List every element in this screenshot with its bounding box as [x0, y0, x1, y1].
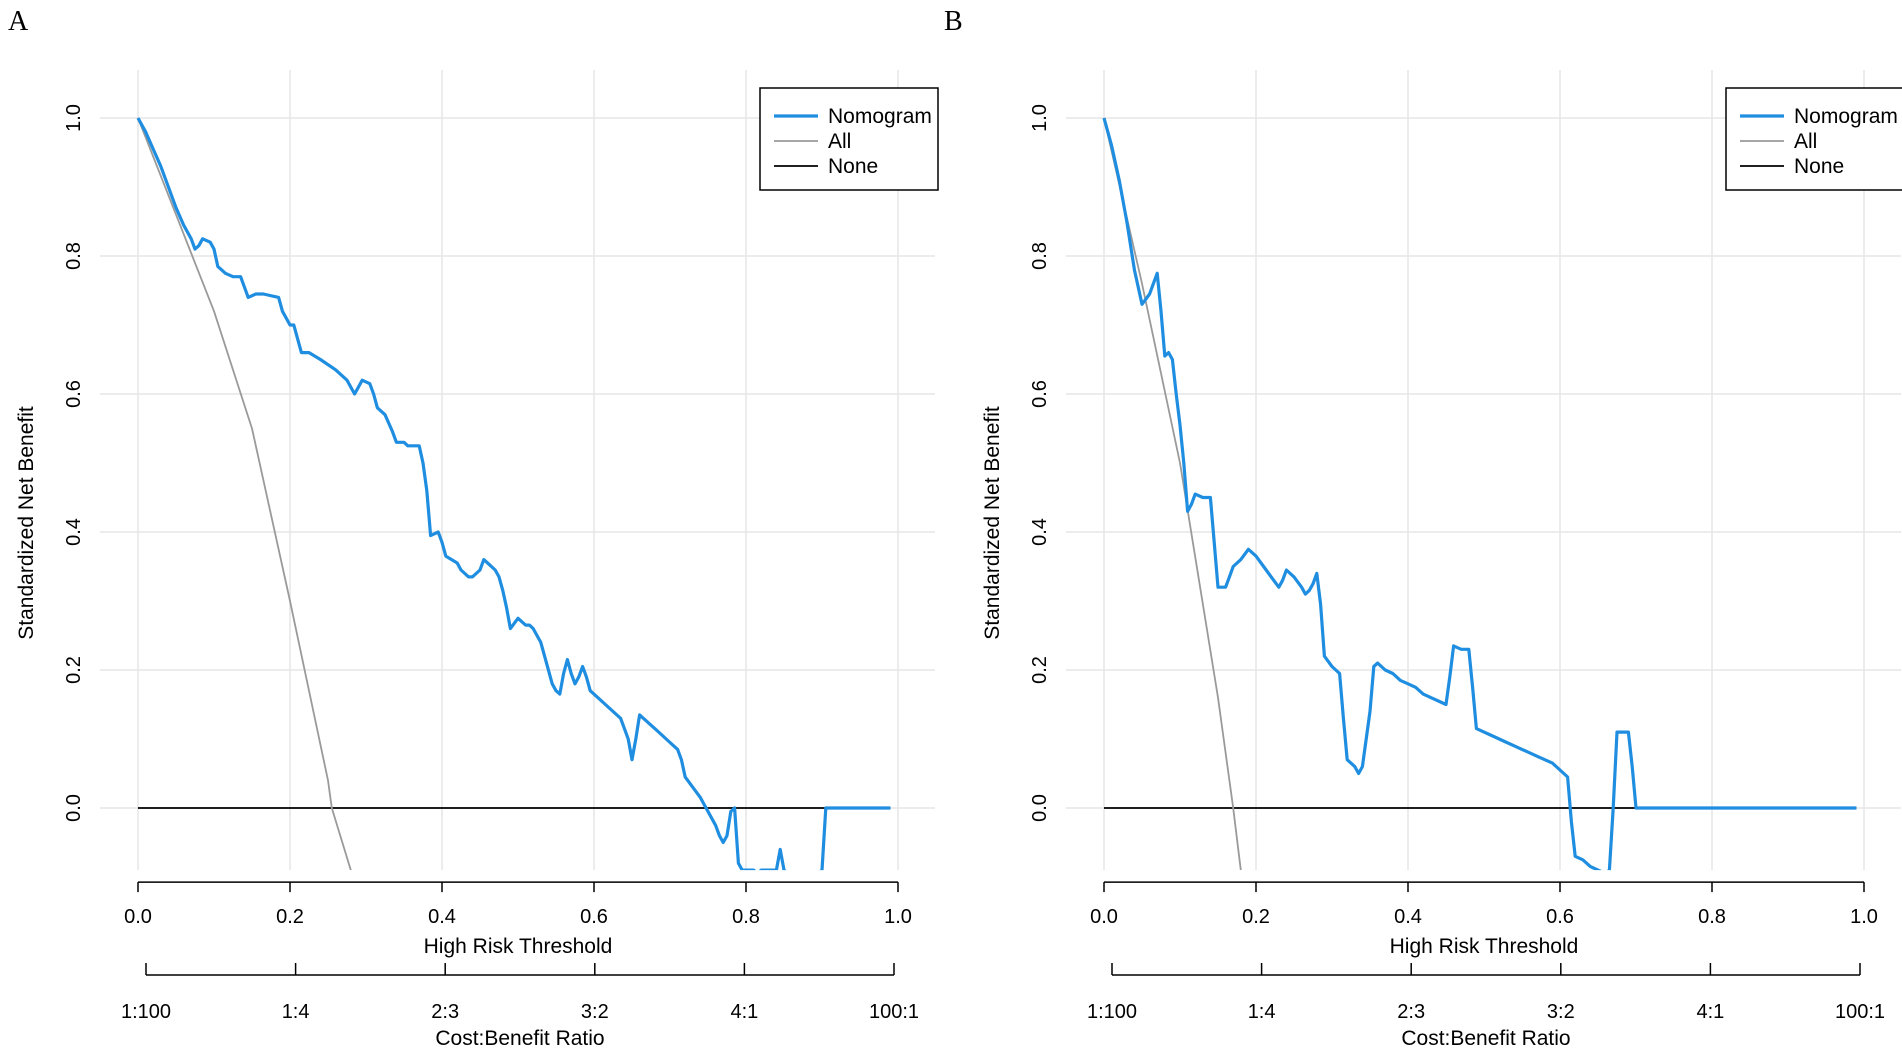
legend-label: Nomogram	[828, 105, 932, 128]
cost-benefit-tick-label: 4:1	[1696, 1001, 1724, 1023]
cost-benefit-tick-label: 4:1	[730, 1001, 758, 1023]
y-tick-label: 0.0	[1029, 794, 1051, 822]
panel-label: A	[8, 6, 29, 37]
grid	[100, 70, 935, 871]
y-axis-title: Standardized Net Benefit	[15, 406, 38, 640]
y-tick-label: 0.2	[63, 656, 85, 684]
x-tick-label: 1.0	[1850, 906, 1878, 928]
series-line-nomogram	[1102, 117, 1857, 871]
series-line-all	[137, 117, 352, 871]
cost-benefit-title: Cost:Benefit Ratio	[435, 1027, 604, 1050]
cost-benefit-tick-label: 3:2	[581, 1001, 609, 1023]
y-tick-label: 0.4	[63, 518, 85, 546]
x-tick-label: 0.4	[428, 906, 456, 928]
cost-benefit-tick-label: 1:4	[282, 1001, 310, 1023]
y-axis-title: Standardized Net Benefit	[981, 406, 1004, 640]
chart-panel-a: A 0.0 0.2 0.4 0.6 0.8 1.0 High Risk Threshold 0.…	[8, 6, 939, 1050]
cost-benefit-title: Cost:Benefit Ratio	[1401, 1027, 1570, 1050]
cost-benefit-tick-label: 1:100	[1087, 1001, 1137, 1023]
y-tick-label: 1.0	[63, 104, 85, 132]
y-tick-label: 0.8	[1029, 242, 1051, 270]
x-tick-label: 0.0	[1090, 906, 1118, 928]
x-tick-label: 0.6	[580, 906, 608, 928]
x-axis-title: High Risk Threshold	[1390, 935, 1579, 958]
legend-box	[759, 87, 939, 191]
panel-label: B	[944, 6, 963, 37]
x-tick-label: 0.8	[732, 906, 760, 928]
cost-benefit-tick-label: 100:1	[869, 1001, 919, 1023]
x-axis-title: High Risk Threshold	[424, 935, 613, 958]
x-tick-label: 0.0	[124, 906, 152, 928]
chart-panel-b: B 0.0 0.2 0.4 0.6 0.8 1.0 High Risk Threshold 0.…	[944, 6, 1902, 1050]
x-tick-label: 0.2	[1242, 906, 1270, 928]
y-tick-label: 0.6	[63, 380, 85, 408]
x-tick-label: 0.6	[1546, 906, 1574, 928]
legend-label: All	[828, 130, 851, 153]
x-tick-label: 0.2	[276, 906, 304, 928]
y-tick-label: 1.0	[1029, 104, 1051, 132]
x-tick-label: 1.0	[884, 906, 912, 928]
series-line-all	[1103, 117, 1242, 871]
cost-benefit-tick-label: 2:3	[431, 1001, 459, 1023]
y-tick-label: 0.6	[1029, 380, 1051, 408]
y-tick-label: 0.8	[63, 242, 85, 270]
legend-label: All	[1794, 130, 1817, 153]
cost-benefit-tick-label: 1:4	[1248, 1001, 1276, 1023]
cost-benefit-tick-label: 2:3	[1397, 1001, 1425, 1023]
x-tick-label: 0.8	[1698, 906, 1726, 928]
y-tick-label: 0.4	[1029, 518, 1051, 546]
y-tick-label: 0.0	[63, 794, 85, 822]
legend-box	[1725, 87, 1902, 191]
x-tick-label: 0.4	[1394, 906, 1422, 928]
legend-label: None	[828, 155, 878, 178]
series-line-nomogram	[136, 117, 891, 871]
legend-label: Nomogram	[1794, 105, 1898, 128]
y-tick-label: 0.2	[1029, 656, 1051, 684]
cost-benefit-tick-label: 100:1	[1835, 1001, 1885, 1023]
legend-label: None	[1794, 155, 1844, 178]
cost-benefit-tick-label: 3:2	[1547, 1001, 1575, 1023]
cost-benefit-tick-label: 1:100	[121, 1001, 171, 1023]
